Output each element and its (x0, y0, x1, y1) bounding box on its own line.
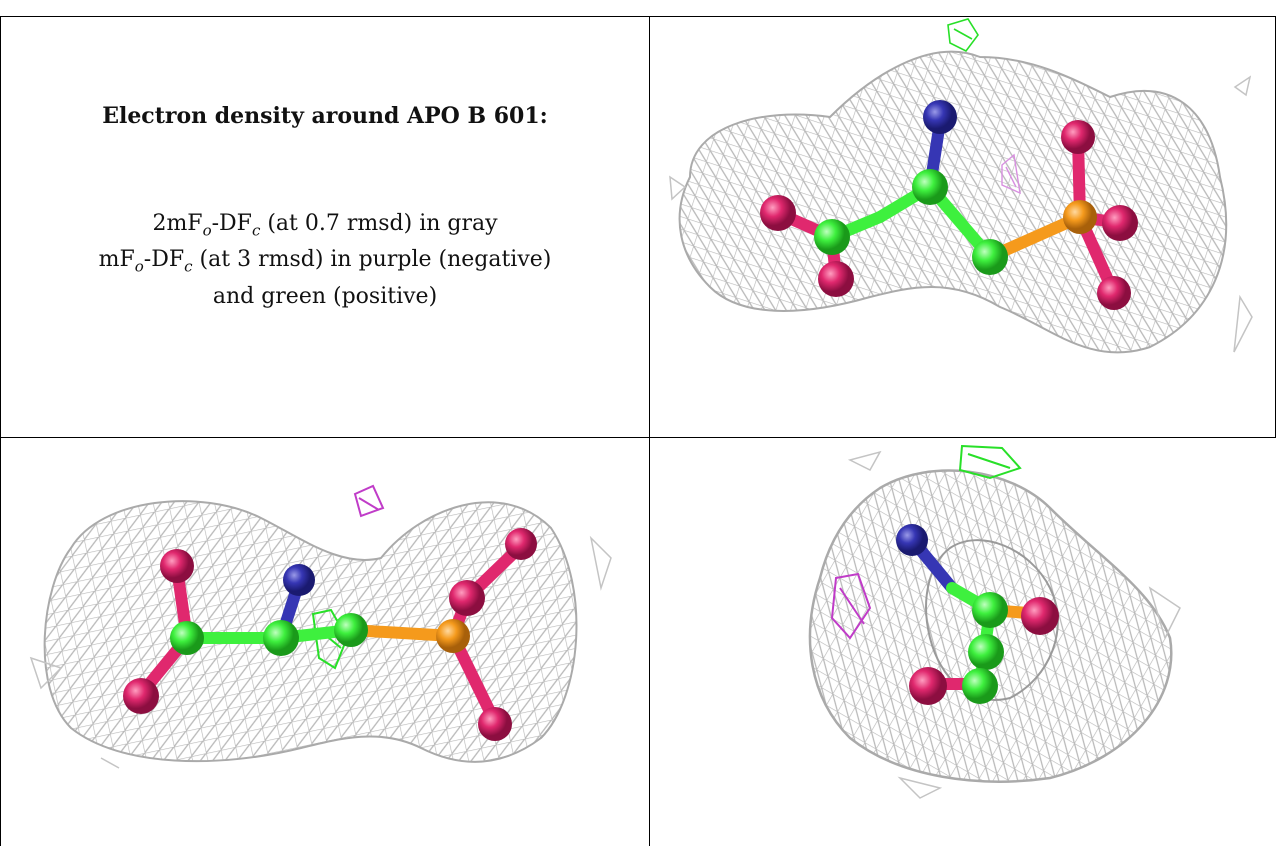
negative-density-blob (830, 572, 872, 640)
oxygen-atom (123, 678, 159, 714)
oxygen-atom (1061, 120, 1095, 154)
oxygen-atom (478, 707, 512, 741)
carbon-atom (814, 219, 850, 255)
density-render-1 (669, 18, 1253, 354)
oxygen-atom (449, 580, 485, 616)
caption-line-3: and green (positive) (212, 283, 438, 309)
positive-density-blob (947, 18, 979, 53)
oxygen-atom (1102, 205, 1138, 241)
oxygen-atom (818, 261, 854, 297)
negative-density-blob (1001, 153, 1021, 195)
positive-density-blob (958, 444, 1022, 480)
phosphorus-atom (436, 619, 470, 653)
density-render-3 (808, 444, 1181, 799)
carbon-atom (972, 239, 1008, 275)
carbon-atom (968, 634, 1004, 670)
oxygen-atom (1021, 597, 1059, 635)
density-mesh-2fofc (678, 50, 1228, 354)
caption-line-2: mFo-DFc (at 3 rmsd) in purple (negative) (98, 247, 552, 276)
oxygen-atom (160, 549, 194, 583)
nitrogen-atom (923, 100, 957, 134)
carbon-atom (334, 613, 368, 647)
nitrogen-atom (283, 564, 315, 596)
oxygen-atom (505, 528, 537, 560)
phosphorus-atom (1063, 200, 1097, 234)
oxygen-atom (909, 667, 947, 705)
carbon-atom (912, 169, 948, 205)
density-view-top-right (650, 17, 1275, 437)
negative-density-blob (353, 484, 385, 518)
density-mesh-fragments (669, 75, 1253, 353)
oxygen-atom (1097, 276, 1131, 310)
carbon-atom (170, 621, 204, 655)
nitrogen-atom (896, 524, 928, 556)
density-render-2 (29, 484, 612, 769)
oxygen-atom (760, 195, 796, 231)
density-mesh-fragments (29, 535, 612, 769)
density-view-bottom-left (1, 438, 649, 846)
density-mesh-fragments (847, 450, 1181, 799)
caption-description: 2mFo-DFc (at 0.7 rmsd) in gray mFo-DFc (… (1, 209, 649, 311)
carbon-atom (962, 668, 998, 704)
caption-cell: Electron density around APO B 601: 2mFo-… (1, 17, 649, 437)
caption-line-1: 2mFo-DFc (at 0.7 rmsd) in gray (152, 211, 498, 240)
caption-title: Electron density around APO B 601: (102, 103, 548, 129)
carbon-atom (972, 592, 1008, 628)
density-view-bottom-right (650, 438, 1275, 846)
carbon-atom (263, 620, 299, 656)
